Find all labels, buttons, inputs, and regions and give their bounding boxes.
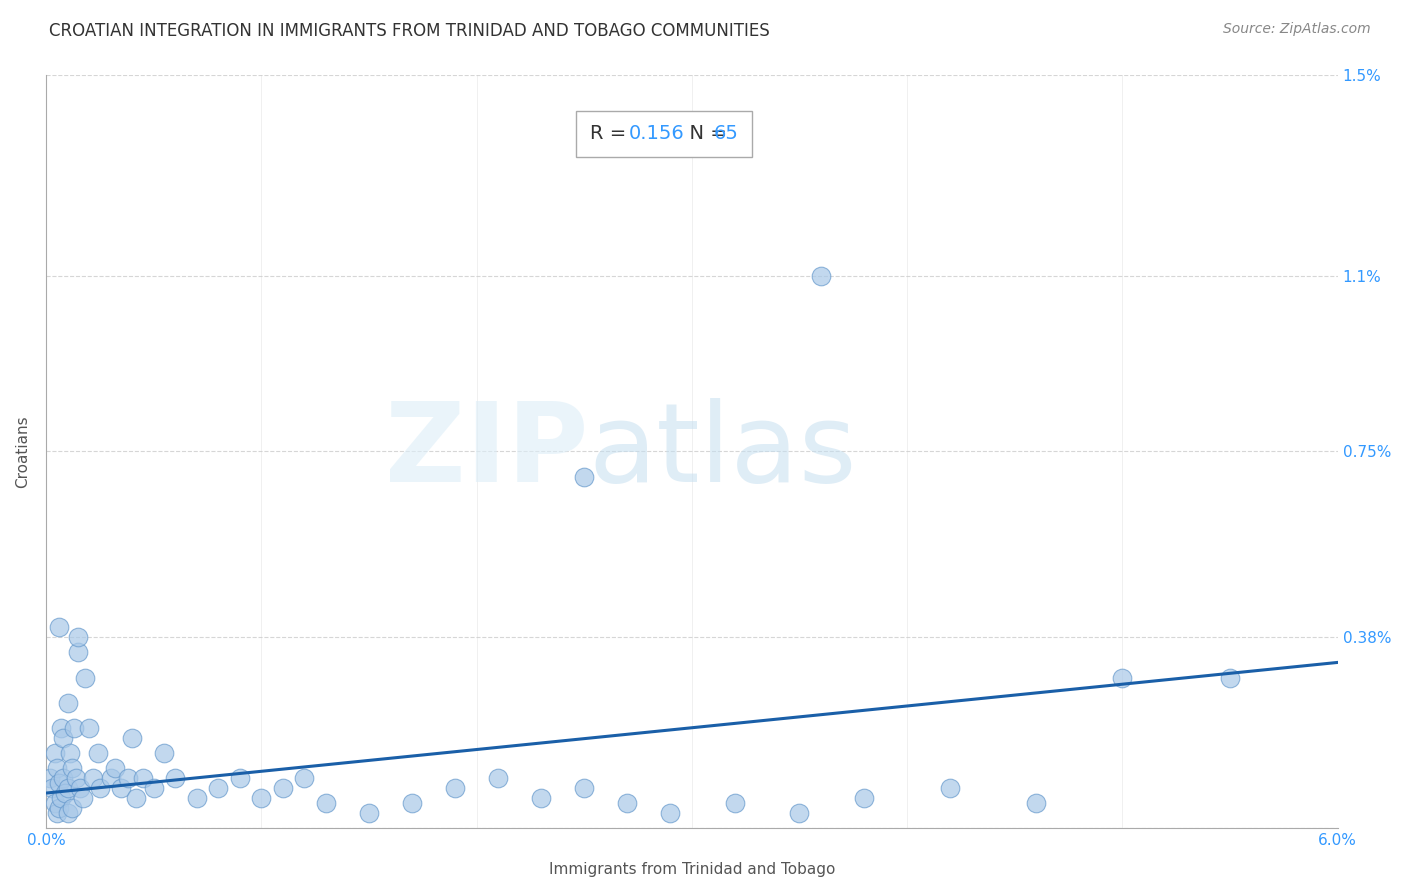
Text: ZIP: ZIP bbox=[385, 398, 589, 505]
Point bbox=[48, 801, 70, 815]
Point bbox=[44, 746, 66, 760]
Point bbox=[52, 771, 75, 785]
Point bbox=[616, 796, 638, 810]
Point bbox=[100, 771, 122, 785]
Point bbox=[56, 780, 79, 795]
Point bbox=[56, 696, 79, 710]
Point bbox=[104, 761, 127, 775]
Point bbox=[572, 780, 595, 795]
Point bbox=[271, 780, 294, 795]
Point bbox=[1025, 796, 1047, 810]
Text: CROATIAN INTEGRATION IN IMMIGRANTS FROM TRINIDAD AND TOBAGO COMMUNITIES: CROATIAN INTEGRATION IN IMMIGRANTS FROM … bbox=[49, 22, 770, 40]
Point bbox=[121, 731, 143, 745]
Point bbox=[48, 776, 70, 790]
Point bbox=[250, 791, 273, 805]
Point bbox=[77, 721, 100, 735]
Point bbox=[939, 780, 962, 795]
Point bbox=[853, 791, 876, 805]
Point bbox=[45, 806, 67, 821]
Text: 65: 65 bbox=[714, 124, 738, 144]
Text: N =: N = bbox=[678, 124, 733, 144]
Point bbox=[810, 268, 832, 283]
Point bbox=[39, 771, 62, 785]
Point bbox=[65, 771, 87, 785]
Point bbox=[110, 780, 132, 795]
Point bbox=[41, 780, 63, 795]
Point bbox=[659, 806, 682, 821]
Point bbox=[165, 771, 187, 785]
Point bbox=[56, 806, 79, 821]
Point bbox=[1219, 671, 1241, 685]
Point bbox=[153, 746, 176, 760]
Point bbox=[67, 645, 90, 659]
Text: R =: R = bbox=[591, 124, 633, 144]
Point bbox=[292, 771, 315, 785]
Point bbox=[315, 796, 337, 810]
Point bbox=[59, 746, 82, 760]
Point bbox=[1111, 671, 1133, 685]
Point bbox=[49, 791, 72, 805]
Point bbox=[724, 796, 747, 810]
Point bbox=[44, 796, 66, 810]
X-axis label: Immigrants from Trinidad and Tobago: Immigrants from Trinidad and Tobago bbox=[548, 862, 835, 877]
Point bbox=[63, 721, 86, 735]
Point bbox=[69, 780, 91, 795]
Point bbox=[53, 786, 76, 800]
Point bbox=[186, 791, 208, 805]
Point bbox=[530, 791, 553, 805]
Point bbox=[142, 780, 165, 795]
Point bbox=[117, 771, 139, 785]
Point bbox=[73, 671, 96, 685]
Point bbox=[486, 771, 509, 785]
Point bbox=[444, 780, 467, 795]
Point bbox=[572, 469, 595, 483]
Text: Source: ZipAtlas.com: Source: ZipAtlas.com bbox=[1223, 22, 1371, 37]
Point bbox=[72, 791, 94, 805]
Point bbox=[132, 771, 155, 785]
Point bbox=[45, 761, 67, 775]
Text: atlas: atlas bbox=[589, 398, 858, 505]
Point bbox=[207, 780, 229, 795]
Point bbox=[52, 731, 75, 745]
Point bbox=[67, 630, 90, 644]
Point bbox=[82, 771, 104, 785]
Point bbox=[60, 761, 83, 775]
Text: 0.156: 0.156 bbox=[630, 124, 685, 144]
Point bbox=[228, 771, 250, 785]
Y-axis label: Croatians: Croatians bbox=[15, 415, 30, 488]
Point bbox=[89, 780, 111, 795]
Point bbox=[60, 801, 83, 815]
Point bbox=[49, 721, 72, 735]
Point bbox=[401, 796, 423, 810]
Point bbox=[789, 806, 811, 821]
Point bbox=[125, 791, 148, 805]
Point bbox=[48, 620, 70, 634]
Point bbox=[357, 806, 380, 821]
Point bbox=[86, 746, 108, 760]
